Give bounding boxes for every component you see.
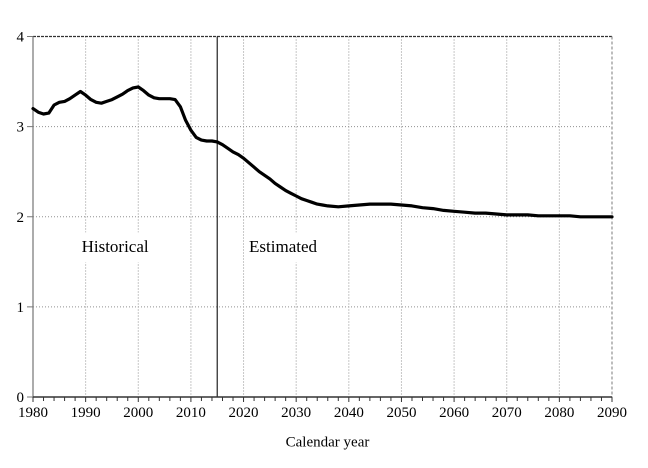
- x-tick-label: 2090: [597, 405, 627, 421]
- y-tick-label: 2: [17, 210, 25, 226]
- x-tick-label: 1980: [18, 405, 48, 421]
- x-tick-label: 2050: [386, 405, 416, 421]
- y-tick-label: 0: [17, 390, 25, 406]
- x-axis-title: Calendar year: [285, 434, 370, 451]
- x-tick-label: 2010: [176, 405, 206, 421]
- x-tick-label: 2040: [334, 405, 364, 421]
- y-tick-label: 3: [17, 120, 25, 136]
- x-tick-label: 2000: [123, 405, 153, 421]
- x-tick-label: 2070: [492, 405, 522, 421]
- x-tick-label: 2020: [229, 405, 259, 421]
- x-tick-label: 2030: [281, 405, 311, 421]
- x-tick-label: 1990: [71, 405, 101, 421]
- x-tick-label: 2060: [439, 405, 469, 421]
- y-tick-label: 4: [17, 30, 25, 46]
- estimated-region-label: Estimated: [244, 232, 323, 263]
- historical-region-label: Historical: [76, 232, 154, 263]
- y-tick-label: 1: [17, 300, 25, 316]
- data-line-estimated: [215, 140, 614, 219]
- data-line-historical: [31, 85, 219, 144]
- x-tick-label: 2080: [544, 405, 574, 421]
